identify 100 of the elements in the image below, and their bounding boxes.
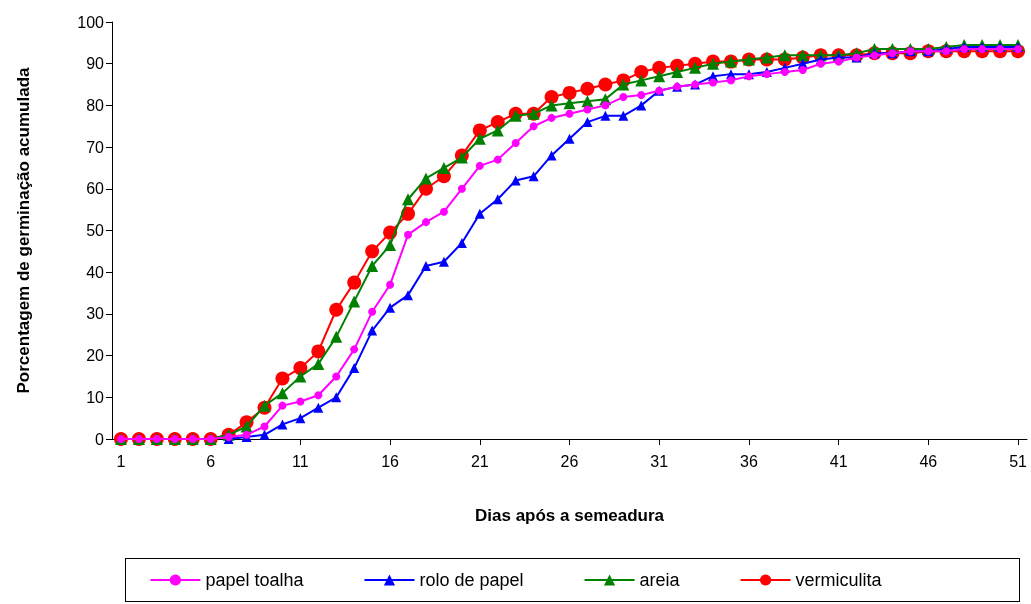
y-tick-label: 60 [86, 180, 105, 198]
point [565, 109, 574, 118]
point [491, 124, 504, 137]
point [276, 387, 289, 400]
point [367, 325, 378, 336]
y-tick-label: 40 [86, 263, 105, 281]
point [329, 302, 344, 317]
point [671, 66, 684, 79]
point [582, 117, 593, 128]
point [580, 81, 595, 96]
point [277, 419, 288, 430]
y-tick-label: 30 [86, 305, 105, 323]
x-tick-label: 46 [919, 452, 938, 470]
point [618, 110, 629, 121]
point [402, 193, 415, 206]
point [689, 61, 702, 74]
x-tick-label: 21 [470, 452, 489, 470]
point [368, 307, 377, 316]
x-tick-label: 51 [1009, 452, 1028, 470]
legend-label: rolo de papel [419, 570, 524, 590]
x-tick-label: 36 [740, 452, 758, 470]
point [545, 99, 558, 112]
point [457, 184, 466, 193]
point [529, 122, 538, 131]
point [581, 95, 594, 108]
point [349, 363, 360, 374]
point [330, 330, 343, 343]
point [260, 422, 269, 431]
point [311, 344, 326, 359]
y-axis-title: Porcentagem de germinação acumulada [14, 66, 33, 394]
point [348, 295, 361, 308]
point [386, 280, 395, 289]
y-tick-label: 0 [95, 430, 105, 448]
y-tick-label: 80 [86, 96, 105, 114]
point [635, 74, 648, 87]
point [546, 150, 557, 161]
point [294, 370, 307, 383]
x-tick-label: 6 [206, 452, 216, 470]
point [583, 105, 592, 114]
point [385, 302, 396, 313]
x-tick-label: 11 [292, 452, 309, 470]
point [293, 361, 308, 376]
point [296, 397, 305, 406]
point [709, 78, 718, 87]
point [726, 76, 735, 85]
point [384, 239, 397, 252]
y-tick-label: 50 [86, 222, 105, 239]
point [600, 110, 611, 121]
point [350, 345, 359, 354]
point [278, 401, 287, 410]
y-tick-label: 90 [86, 55, 105, 73]
point [563, 97, 576, 110]
legend-label: areia [639, 570, 681, 590]
point [275, 371, 290, 386]
point [347, 275, 362, 290]
point [492, 194, 503, 205]
point [619, 93, 628, 102]
point [332, 372, 341, 381]
point [474, 208, 485, 219]
point [475, 161, 484, 170]
y-tick-label: 100 [77, 13, 105, 31]
point [365, 244, 380, 259]
point [437, 161, 450, 174]
y-tick-label: 70 [86, 138, 105, 156]
point [473, 132, 486, 145]
point [834, 57, 843, 66]
point [564, 133, 575, 144]
point [798, 65, 807, 74]
point [259, 429, 270, 440]
point [544, 90, 559, 105]
x-axis-title: Dias após a semeadura [475, 506, 665, 525]
point [637, 90, 646, 99]
point [598, 77, 613, 92]
point [493, 155, 502, 164]
y-tick-label: 10 [86, 388, 105, 406]
x-tick-label: 16 [381, 452, 400, 470]
x-tick-label: 26 [560, 452, 579, 470]
point [331, 392, 342, 403]
point [438, 256, 449, 267]
point [420, 260, 431, 271]
point [419, 172, 432, 185]
point [295, 413, 306, 424]
point [636, 100, 647, 111]
point [511, 138, 520, 147]
point [653, 70, 666, 83]
point [547, 113, 556, 122]
point [314, 391, 323, 400]
point [439, 207, 448, 216]
x-tick-label: 31 [650, 452, 669, 470]
point [403, 290, 414, 301]
x-tick-label: 1 [116, 452, 126, 470]
point [634, 65, 649, 80]
y-tick-label: 20 [86, 347, 105, 365]
point [601, 101, 610, 110]
point [816, 59, 825, 68]
point [510, 175, 521, 186]
point [312, 357, 325, 370]
point [366, 259, 379, 272]
x-tick-label: 41 [829, 452, 848, 470]
point [780, 68, 789, 77]
